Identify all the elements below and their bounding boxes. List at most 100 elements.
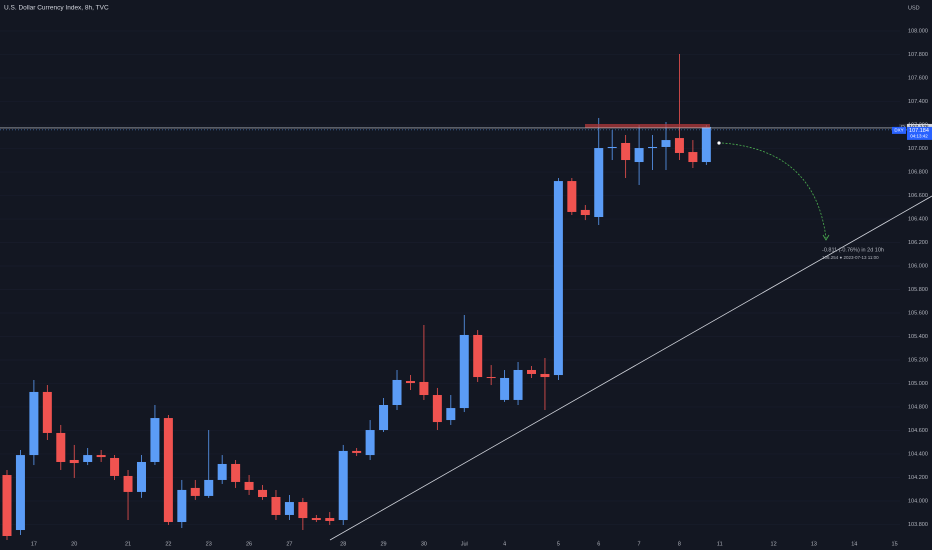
y-tick-label: 108.000 [908, 28, 928, 34]
y-tick-label: 107.400 [908, 99, 928, 105]
candle-body [110, 457, 120, 476]
x-tick-label: 12 [771, 541, 777, 547]
x-tick-label: 14 [851, 541, 857, 547]
y-tick-label: 106.000 [908, 263, 928, 269]
candle-body [392, 379, 402, 405]
candle-body [258, 489, 268, 497]
x-tick-label: 26 [246, 541, 252, 547]
candle-body [42, 391, 52, 433]
candle-body [486, 377, 496, 379]
chart-title: U.S. Dollar Currency Index, 8h, TVC [4, 5, 109, 12]
resistance-zone [585, 124, 710, 128]
currency: USD [908, 5, 920, 11]
candle-body [56, 432, 66, 462]
candle-body [204, 479, 214, 496]
projection-start [717, 141, 721, 145]
y-tick-label: 106.800 [908, 169, 928, 175]
trend-line [329, 195, 932, 541]
x-tick-label: 21 [125, 541, 131, 547]
candle-body [567, 181, 577, 212]
candle-body [621, 142, 631, 161]
x-tick-label: 28 [340, 541, 346, 547]
candle-body [661, 140, 671, 147]
candle-body [500, 377, 510, 400]
candle-body [190, 487, 200, 496]
x-tick-label: 29 [380, 541, 386, 547]
candle-body [2, 475, 12, 537]
candle-body [338, 450, 348, 521]
candle-body [634, 148, 644, 163]
symbol-label: DXY [894, 128, 903, 133]
y-tick-label: 103.800 [908, 522, 928, 528]
projection-target: 106.254 ● 2023-07-13 11:00 [822, 255, 879, 260]
candle-body [271, 496, 281, 515]
candle-body [446, 408, 456, 421]
candle-body [701, 126, 711, 163]
candle-body [648, 146, 658, 149]
y-tick-label: 104.800 [908, 404, 928, 410]
x-tick-label: 6 [597, 541, 600, 547]
candle-body [136, 461, 146, 492]
candle-body [244, 481, 254, 490]
candle-body [177, 489, 187, 523]
candle-body [405, 381, 415, 384]
candle-body [540, 373, 550, 378]
candle-body [352, 450, 362, 453]
candle-body [365, 430, 375, 456]
candle-body [607, 146, 617, 149]
x-tick-label: 7 [638, 541, 641, 547]
y-tick-label: 107.800 [908, 52, 928, 58]
candle-body [688, 152, 698, 163]
candles [0, 30, 900, 540]
y-tick-label: 107.000 [908, 146, 928, 152]
y-tick-label: 105.600 [908, 310, 928, 316]
symbol-box [892, 126, 906, 134]
candle-body [69, 459, 79, 464]
candle-body [123, 475, 133, 492]
candle-body [594, 148, 604, 218]
y-tick-label: 104.200 [908, 475, 928, 481]
x-tick-label: 15 [892, 541, 898, 547]
candle-body [83, 455, 93, 462]
y-tick-label: 105.200 [908, 357, 928, 363]
y-tick-label: 104.400 [908, 451, 928, 457]
candle-body [419, 381, 429, 396]
y-tick-label: 104.600 [908, 428, 928, 434]
last-price-box [907, 126, 932, 140]
candle-body [325, 518, 335, 521]
candle-body [298, 502, 308, 519]
x-tick-label: 13 [811, 541, 817, 547]
projection-change: -0.811 (-0.76%) in 2d 10h [822, 247, 884, 253]
countdown-label: 04:13:42 [910, 134, 928, 139]
candle-body [553, 181, 563, 376]
x-tick-label: 11 [717, 541, 723, 547]
candle-body [96, 455, 106, 458]
y-tick-label: 106.600 [908, 193, 928, 199]
candle-body [15, 455, 25, 531]
x-tick-label: 22 [165, 541, 171, 547]
candle-body [459, 334, 469, 409]
y-tick-label: 104.000 [908, 498, 928, 504]
candle-body [311, 518, 321, 521]
x-tick-label: 8 [678, 541, 681, 547]
candle-body [231, 463, 241, 482]
x-tick-label: Jul [461, 541, 468, 547]
candle-body [432, 395, 442, 423]
candle-body [217, 463, 227, 480]
last-price-label: 107.184 [909, 128, 929, 134]
candle-body [580, 209, 590, 216]
candle-body [163, 418, 173, 523]
y-tick-label: 105.400 [908, 334, 928, 340]
candle-body [150, 418, 160, 462]
candle-body [29, 391, 39, 456]
x-tick-label: 4 [503, 541, 506, 547]
candle-body [527, 369, 537, 374]
x-tick-label: 17 [31, 541, 37, 547]
candle-body [379, 405, 389, 431]
x-tick-label: 30 [421, 541, 427, 547]
x-tick-label: 23 [206, 541, 212, 547]
y-tick-label: 106.200 [908, 240, 928, 246]
candle-body [284, 502, 294, 515]
x-tick-label: 20 [71, 541, 77, 547]
